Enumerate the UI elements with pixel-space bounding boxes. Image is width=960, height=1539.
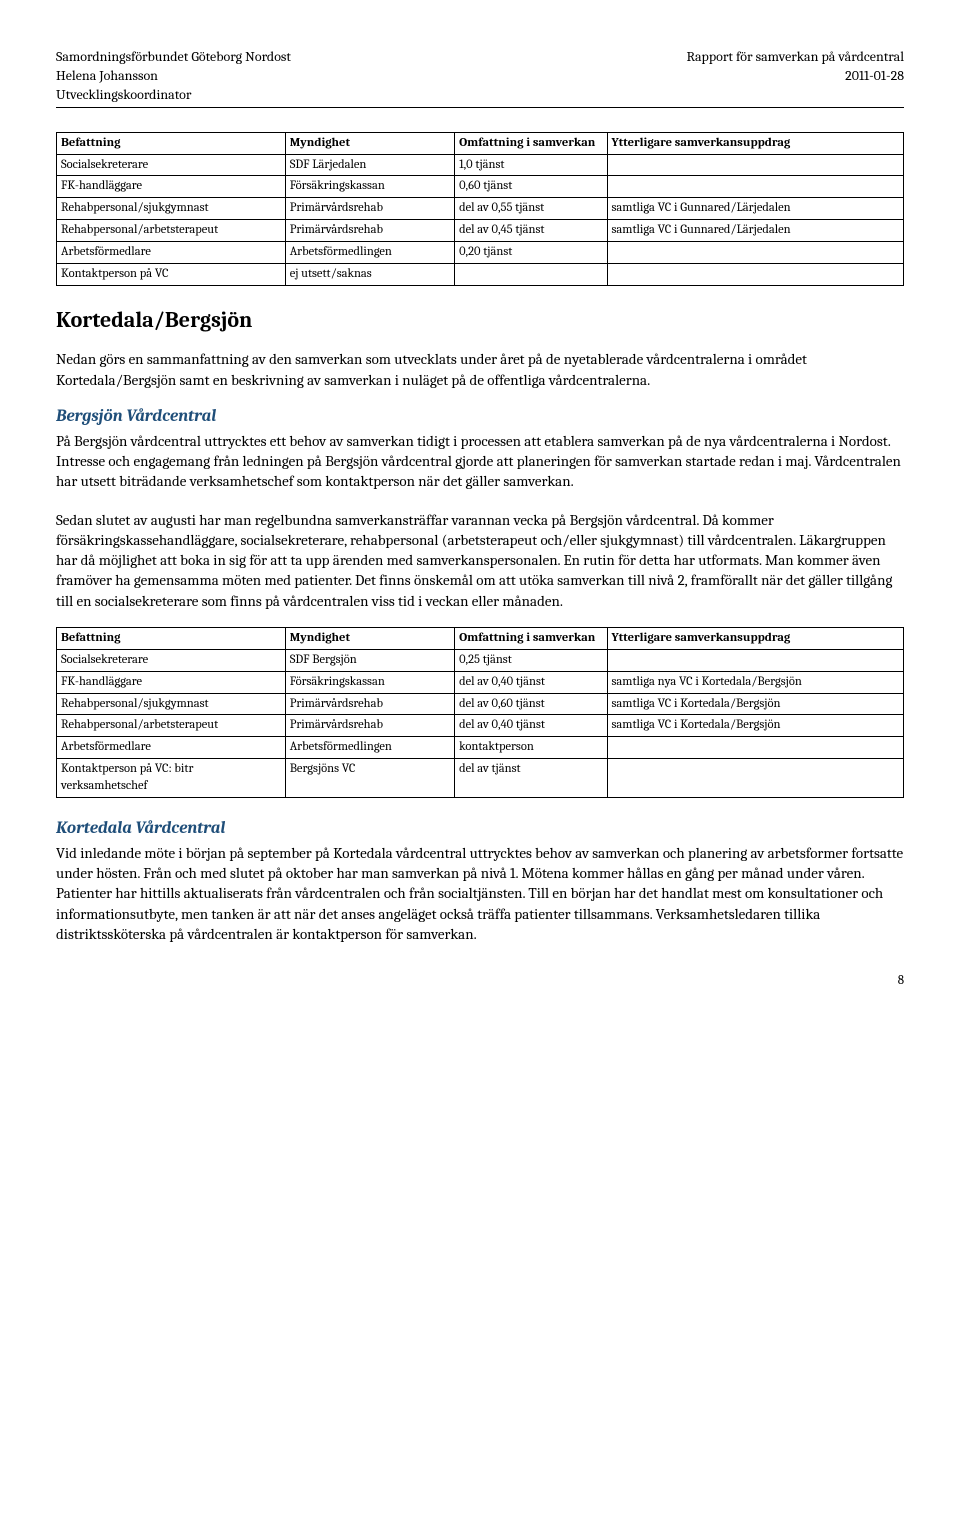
- td: samtliga VC i Kortedala/Bergsjön: [607, 715, 903, 737]
- td: Kontaktperson på VC: [57, 263, 286, 285]
- td: 0,20 tjänst: [455, 242, 607, 264]
- table-row: FK-handläggareFörsäkringskassandel av 0,…: [57, 671, 904, 693]
- header-left: Samordningsförbundet Göteborg Nordost He…: [56, 48, 291, 105]
- th: Myndighet: [285, 132, 454, 154]
- td: SDF Lärjedalen: [285, 154, 454, 176]
- td: ej utsett/saknas: [285, 263, 454, 285]
- td: Arbetsförmedlare: [57, 242, 286, 264]
- header-report-title: Rapport för samverkan på vårdcentral: [686, 48, 904, 67]
- table-header-row: Befattning Myndighet Omfattning i samver…: [57, 132, 904, 154]
- header-right: Rapport för samverkan på vårdcentral 201…: [686, 48, 904, 105]
- td: Rehabpersonal/arbetsterapeut: [57, 715, 286, 737]
- table-row: Kontaktperson på VC: bitr verksamhetsche…: [57, 759, 904, 798]
- header-org: Samordningsförbundet Göteborg Nordost: [56, 48, 291, 67]
- td: samtliga nya VC i Kortedala/Bergsjön: [607, 671, 903, 693]
- section-title-kortedala-bergsjon: Kortedala/Bergsjön: [56, 306, 904, 336]
- section1-paragraph: Nedan görs en sammanfattning av den samv…: [56, 349, 904, 390]
- kortedala-paragraph: Vid inledande möte i början på september…: [56, 843, 904, 944]
- table-row: Kontaktperson på VCej utsett/saknas: [57, 263, 904, 285]
- td: del av 0,55 tjänst: [455, 198, 607, 220]
- td: Socialsekreterare: [57, 649, 286, 671]
- td: samtliga VC i Gunnared/Lärjedalen: [607, 198, 903, 220]
- table-row: SocialsekreterareSDF Bergsjön0,25 tjänst: [57, 649, 904, 671]
- th: Befattning: [57, 627, 286, 649]
- td: [607, 759, 903, 798]
- th: Ytterligare samverkansuppdrag: [607, 627, 903, 649]
- subhead-kortedala: Kortedala Vårdcentral: [56, 818, 904, 841]
- td: 1,0 tjänst: [455, 154, 607, 176]
- th: Omfattning i samverkan: [455, 627, 607, 649]
- subhead-bergsjon: Bergsjön Vårdcentral: [56, 406, 904, 429]
- header-author: Helena Johansson: [56, 67, 291, 86]
- header-role: Utvecklingskoordinator: [56, 86, 291, 105]
- th: Befattning: [57, 132, 286, 154]
- page-number: 8: [56, 972, 904, 990]
- th: Omfattning i samverkan: [455, 132, 607, 154]
- td: Bergsjöns VC: [285, 759, 454, 798]
- td: [607, 242, 903, 264]
- table-header-row: Befattning Myndighet Omfattning i samver…: [57, 627, 904, 649]
- table-row: Rehabpersonal/arbetsterapeutPrimärvårdsr…: [57, 715, 904, 737]
- td: kontaktperson: [455, 737, 607, 759]
- table-row: Rehabpersonal/arbetsterapeutPrimärvårdsr…: [57, 220, 904, 242]
- td: del av 0,40 tjänst: [455, 671, 607, 693]
- td: samtliga VC i Gunnared/Lärjedalen: [607, 220, 903, 242]
- td: [455, 263, 607, 285]
- table-row: Rehabpersonal/sjukgymnastPrimärvårdsreha…: [57, 693, 904, 715]
- td: del av 0,60 tjänst: [455, 693, 607, 715]
- td: FK-handläggare: [57, 671, 286, 693]
- table-row: FK-handläggareFörsäkringskassan0,60 tjän…: [57, 176, 904, 198]
- td: [607, 649, 903, 671]
- td: 0,25 tjänst: [455, 649, 607, 671]
- td: [607, 737, 903, 759]
- td: Socialsekreterare: [57, 154, 286, 176]
- td: [607, 176, 903, 198]
- table-2: Befattning Myndighet Omfattning i samver…: [56, 627, 904, 798]
- td: FK-handläggare: [57, 176, 286, 198]
- td: del av 0,45 tjänst: [455, 220, 607, 242]
- th: Ytterligare samverkansuppdrag: [607, 132, 903, 154]
- td: Kontaktperson på VC: bitr verksamhetsche…: [57, 759, 286, 798]
- td: Arbetsförmedlingen: [285, 242, 454, 264]
- th: Myndighet: [285, 627, 454, 649]
- table-1: Befattning Myndighet Omfattning i samver…: [56, 132, 904, 286]
- td: SDF Bergsjön: [285, 649, 454, 671]
- td: Primärvårdsrehab: [285, 198, 454, 220]
- td: Rehabpersonal/sjukgymnast: [57, 693, 286, 715]
- td: Arbetsförmedlingen: [285, 737, 454, 759]
- td: del av 0,40 tjänst: [455, 715, 607, 737]
- table-row: Rehabpersonal/sjukgymnastPrimärvårdsreha…: [57, 198, 904, 220]
- td: [607, 263, 903, 285]
- header-date: 2011-01-28: [686, 67, 904, 86]
- td: samtliga VC i Kortedala/Bergsjön: [607, 693, 903, 715]
- td: 0,60 tjänst: [455, 176, 607, 198]
- bergsjon-paragraph-1: På Bergsjön vårdcentral uttrycktes ett b…: [56, 431, 904, 492]
- table-row: ArbetsförmedlareArbetsförmedlingen0,20 t…: [57, 242, 904, 264]
- td: Rehabpersonal/sjukgymnast: [57, 198, 286, 220]
- td: Primärvårdsrehab: [285, 220, 454, 242]
- td: [607, 154, 903, 176]
- td: del av tjänst: [455, 759, 607, 798]
- table-row: ArbetsförmedlareArbetsförmedlingenkontak…: [57, 737, 904, 759]
- td: Arbetsförmedlare: [57, 737, 286, 759]
- bergsjon-paragraph-2: Sedan slutet av augusti har man regelbun…: [56, 510, 904, 611]
- table-row: SocialsekreterareSDF Lärjedalen1,0 tjäns…: [57, 154, 904, 176]
- td: Primärvårdsrehab: [285, 693, 454, 715]
- td: Primärvårdsrehab: [285, 715, 454, 737]
- td: Rehabpersonal/arbetsterapeut: [57, 220, 286, 242]
- page-header: Samordningsförbundet Göteborg Nordost He…: [56, 48, 904, 108]
- td: Försäkringskassan: [285, 176, 454, 198]
- td: Försäkringskassan: [285, 671, 454, 693]
